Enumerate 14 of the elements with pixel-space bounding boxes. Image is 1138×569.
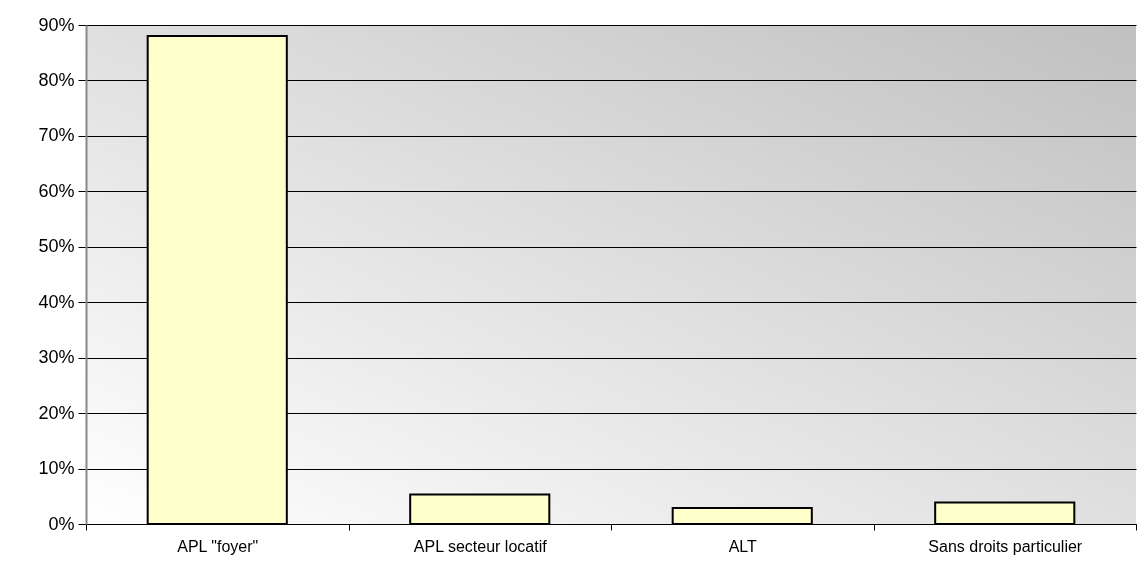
x-tick-label: ALT: [728, 537, 758, 555]
y-tick-label: 40%: [38, 291, 75, 312]
x-tick-label: APL secteur locatif: [413, 537, 548, 555]
y-tick-label: 0%: [48, 513, 75, 534]
x-tick-label: Sans droits particulier: [928, 537, 1083, 555]
y-tick-label: 50%: [38, 236, 75, 257]
y-tick-label: 70%: [38, 125, 75, 146]
y-tick-label: 10%: [38, 458, 75, 479]
y-tick-label: 80%: [38, 69, 75, 90]
y-tick-label: 60%: [38, 180, 75, 201]
y-tick-label: 20%: [38, 402, 75, 423]
y-tick-label: 30%: [38, 347, 75, 368]
y-tick-label: 90%: [38, 14, 75, 35]
x-tick-label: APL "foyer": [177, 537, 259, 555]
